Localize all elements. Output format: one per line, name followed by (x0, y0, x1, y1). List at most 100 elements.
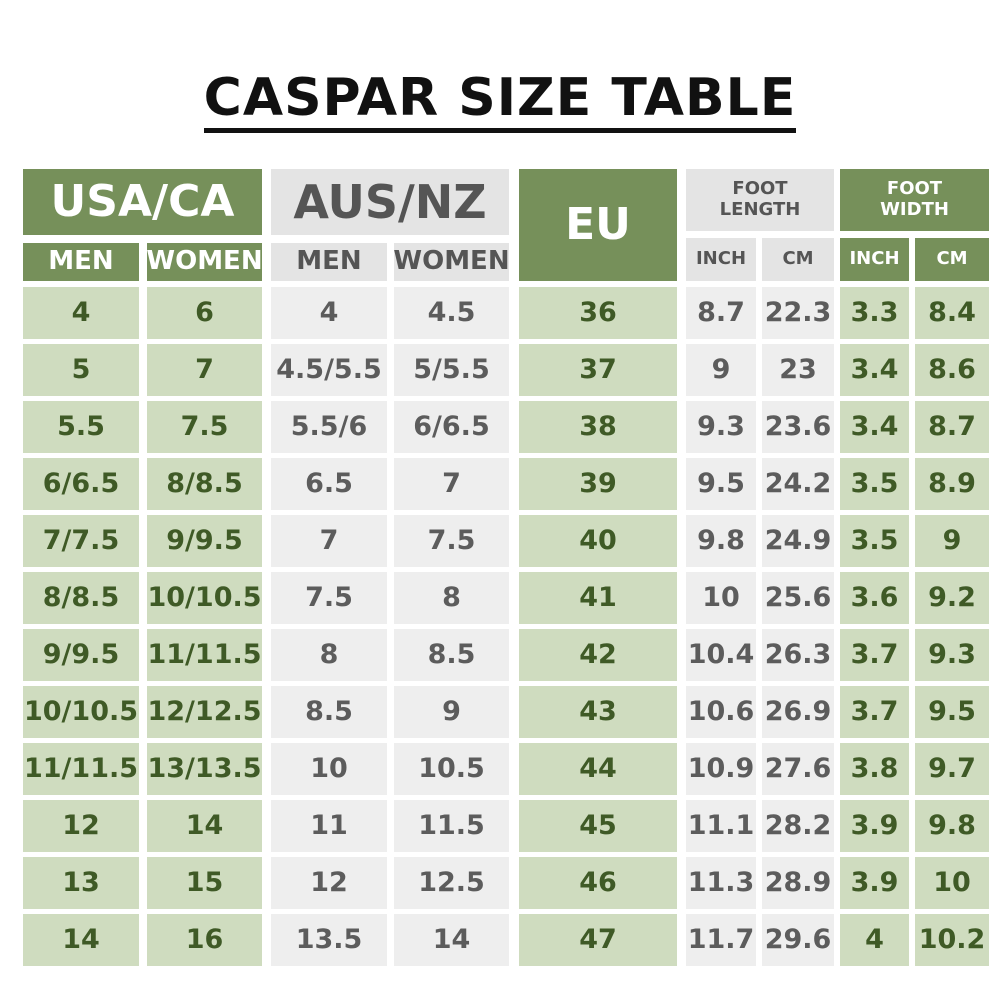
size-cell-length-cm: 27.6 (762, 743, 834, 795)
size-cell-usa-men: 5 (23, 344, 139, 396)
size-cell-length-cm: 22.3 (762, 287, 834, 339)
size-cell-aus-women: 5/5.5 (394, 344, 509, 396)
size-cell-aus-women: 10.5 (394, 743, 509, 795)
size-cell-width-inch: 3.5 (840, 515, 909, 567)
length-inch-header: INCH (686, 238, 756, 281)
size-cell-aus-men: 4 (271, 287, 387, 339)
width-cm-header: CM (915, 238, 989, 281)
size-cell-aus-women: 12.5 (394, 857, 509, 909)
size-cell-aus-women: 9 (394, 686, 509, 738)
size-cell-aus-men: 12 (271, 857, 387, 909)
size-cell-eu: 39 (519, 458, 677, 510)
size-cell-usa-men: 5.5 (23, 401, 139, 453)
size-cell-usa-men: 6/6.5 (23, 458, 139, 510)
size-cell-length-inch: 11.1 (686, 800, 756, 852)
size-cell-width-cm: 9.3 (915, 629, 989, 681)
size-cell-eu: 44 (519, 743, 677, 795)
size-cell-usa-men: 4 (23, 287, 139, 339)
size-cell-length-inch: 10.9 (686, 743, 756, 795)
size-cell-width-cm: 8.9 (915, 458, 989, 510)
size-cell-eu: 45 (519, 800, 677, 852)
size-cell-length-cm: 25.6 (762, 572, 834, 624)
page-title: CASPAR SIZE TABLE (0, 68, 1000, 133)
size-cell-width-cm: 8.4 (915, 287, 989, 339)
size-cell-usa-men: 11/11.5 (23, 743, 139, 795)
length-cm-header: CM (762, 238, 834, 281)
size-cell-width-inch: 3.9 (840, 857, 909, 909)
size-cell-aus-men: 6.5 (271, 458, 387, 510)
size-cell-usa-men: 8/8.5 (23, 572, 139, 624)
size-cell-usa-women: 13/13.5 (147, 743, 262, 795)
size-cell-aus-men: 8.5 (271, 686, 387, 738)
usa-women-header: WOMEN (146, 243, 263, 281)
size-cell-usa-men: 10/10.5 (23, 686, 139, 738)
size-cell-width-inch: 3.4 (840, 401, 909, 453)
size-cell-width-inch: 3.7 (840, 686, 909, 738)
size-cell-width-inch: 3.8 (840, 743, 909, 795)
size-cell-aus-women: 8.5 (394, 629, 509, 681)
size-cell-eu: 42 (519, 629, 677, 681)
size-cell-width-cm: 9.8 (915, 800, 989, 852)
size-cell-width-inch: 3.5 (840, 458, 909, 510)
size-cell-usa-women: 16 (147, 914, 262, 966)
size-cell-length-inch: 10 (686, 572, 756, 624)
foot-width-header: FOOT WIDTH (840, 169, 989, 231)
foot-length-header: FOOT LENGTH (686, 169, 834, 231)
size-cell-length-cm: 23.6 (762, 401, 834, 453)
size-cell-length-cm: 28.2 (762, 800, 834, 852)
size-cell-usa-men: 14 (23, 914, 139, 966)
size-cell-width-cm: 9.5 (915, 686, 989, 738)
size-cell-aus-women: 7 (394, 458, 509, 510)
size-cell-usa-women: 9/9.5 (147, 515, 262, 567)
size-cell-usa-women: 8/8.5 (147, 458, 262, 510)
size-cell-length-cm: 26.9 (762, 686, 834, 738)
size-cell-length-cm: 23 (762, 344, 834, 396)
size-cell-usa-men: 13 (23, 857, 139, 909)
size-cell-width-cm: 9 (915, 515, 989, 567)
size-cell-length-inch: 10.6 (686, 686, 756, 738)
size-cell-aus-women: 14 (394, 914, 509, 966)
usa-ca-header: USA/CA (23, 169, 262, 235)
size-cell-length-inch: 8.7 (686, 287, 756, 339)
size-cell-length-cm: 28.9 (762, 857, 834, 909)
size-cell-usa-women: 7 (147, 344, 262, 396)
size-cell-width-inch: 3.9 (840, 800, 909, 852)
size-cell-length-cm: 24.2 (762, 458, 834, 510)
size-cell-usa-women: 12/12.5 (147, 686, 262, 738)
size-cell-width-cm: 10 (915, 857, 989, 909)
size-cell-eu: 47 (519, 914, 677, 966)
size-cell-eu: 36 (519, 287, 677, 339)
size-cell-eu: 43 (519, 686, 677, 738)
size-cell-width-inch: 3.4 (840, 344, 909, 396)
size-cell-eu: 37 (519, 344, 677, 396)
size-cell-usa-women: 14 (147, 800, 262, 852)
size-cell-aus-men: 8 (271, 629, 387, 681)
size-cell-aus-men: 4.5/5.5 (271, 344, 387, 396)
size-cell-length-inch: 9.3 (686, 401, 756, 453)
width-inch-header: INCH (840, 238, 909, 281)
size-cell-width-cm: 8.7 (915, 401, 989, 453)
size-cell-aus-women: 4.5 (394, 287, 509, 339)
size-cell-length-cm: 29.6 (762, 914, 834, 966)
size-cell-width-cm: 10.2 (915, 914, 989, 966)
eu-header: EU (519, 169, 677, 281)
size-cell-width-inch: 4 (840, 914, 909, 966)
size-cell-length-inch: 11.3 (686, 857, 756, 909)
size-cell-length-cm: 26.3 (762, 629, 834, 681)
size-cell-width-cm: 9.2 (915, 572, 989, 624)
size-cell-aus-men: 11 (271, 800, 387, 852)
size-cell-usa-men: 12 (23, 800, 139, 852)
size-cell-width-inch: 3.7 (840, 629, 909, 681)
size-cell-width-cm: 9.7 (915, 743, 989, 795)
size-cell-usa-women: 11/11.5 (147, 629, 262, 681)
size-cell-length-inch: 10.4 (686, 629, 756, 681)
size-cell-length-inch: 9.8 (686, 515, 756, 567)
size-cell-usa-women: 7.5 (147, 401, 262, 453)
size-cell-aus-men: 7 (271, 515, 387, 567)
size-cell-usa-women: 15 (147, 857, 262, 909)
size-cell-aus-women: 11.5 (394, 800, 509, 852)
size-cell-length-inch: 9.5 (686, 458, 756, 510)
size-cell-eu: 46 (519, 857, 677, 909)
size-cell-usa-men: 7/7.5 (23, 515, 139, 567)
size-cell-aus-men: 13.5 (271, 914, 387, 966)
